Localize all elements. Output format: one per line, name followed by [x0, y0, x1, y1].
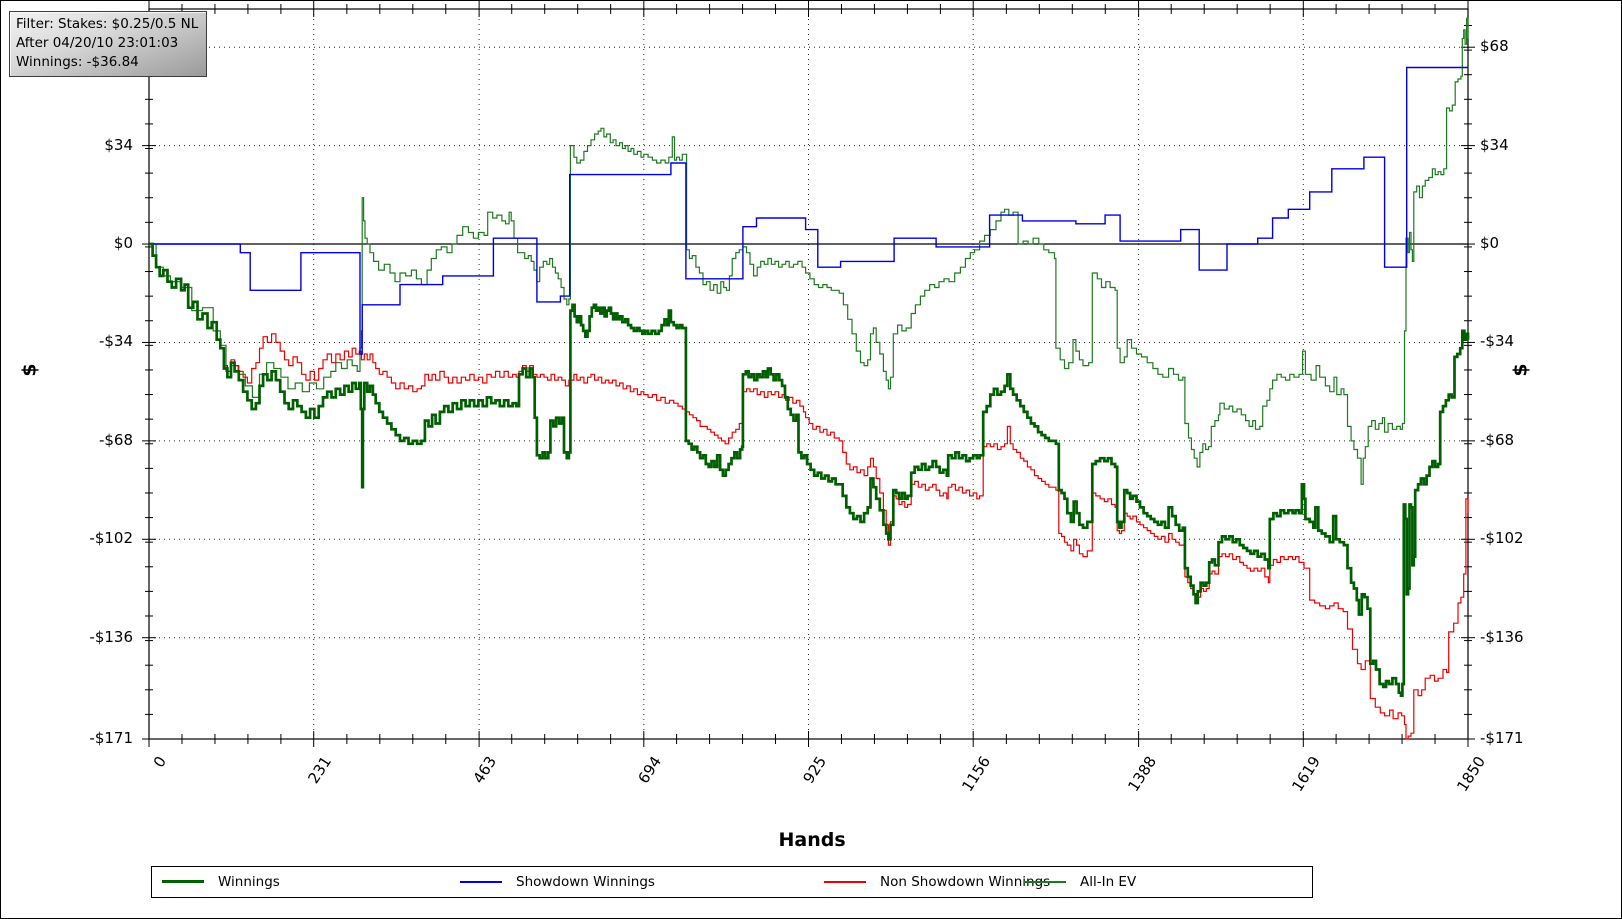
y-tick-label-right: -$136: [1480, 627, 1524, 646]
y-tick-label-left: $34: [104, 135, 133, 154]
legend-label: Showdown Winnings: [516, 874, 655, 890]
series-all-in-ev-line: [149, 17, 1469, 485]
y-tick-label-right: $34: [1480, 135, 1509, 154]
y-tick-label-right: -$102: [1480, 529, 1524, 548]
series-showdown-winnings-line: [149, 66, 1468, 355]
legend-label: All-In EV: [1080, 874, 1137, 890]
series-non-showdown-winnings-line: [149, 243, 1469, 740]
legend-line-sample: [824, 881, 866, 883]
y-axis-label-right: $: [1509, 363, 1532, 377]
y-axis-label-left: $: [18, 363, 41, 377]
y-tick-label-left: -$171: [89, 729, 133, 747]
series-winnings-line: [149, 242, 1470, 697]
graph-tooltip: Filter: Stakes: $0.25/0.5 NL After 04/20…: [9, 11, 208, 77]
y-tick-label-left: -$136: [89, 627, 133, 646]
x-axis-title: Hands: [778, 829, 846, 851]
y-tick-label-left: -$68: [98, 430, 133, 449]
legend: Winnings Showdown Winnings Non Showdown Wi…: [151, 866, 1313, 898]
y-tick-label-left: -$34: [98, 332, 133, 351]
y-tick-label-right: $0: [1480, 234, 1500, 253]
legend-label: Winnings: [218, 874, 280, 890]
y-tick-label-left: $0: [113, 234, 133, 253]
y-tick-label-right: $68: [1480, 37, 1509, 56]
y-tick-label-right: -$68: [1480, 430, 1515, 449]
tooltip-after-line: After 04/20/10 23:01:03: [16, 35, 179, 51]
legend-line-sample: [460, 881, 502, 883]
y-tick-label-right: -$171: [1480, 729, 1524, 747]
y-tick-label-right: -$34: [1480, 332, 1515, 351]
tooltip-filter-line: Filter: Stakes: $0.25/0.5 NL: [16, 16, 199, 32]
legend-line-sample: [1024, 881, 1066, 883]
legend-line-sample: [162, 880, 204, 883]
y-tick-label-left: -$102: [89, 529, 133, 548]
legend-label: Non Showdown Winnings: [880, 874, 1051, 890]
tooltip-winnings-line: Winnings: -$36.84: [16, 54, 139, 70]
